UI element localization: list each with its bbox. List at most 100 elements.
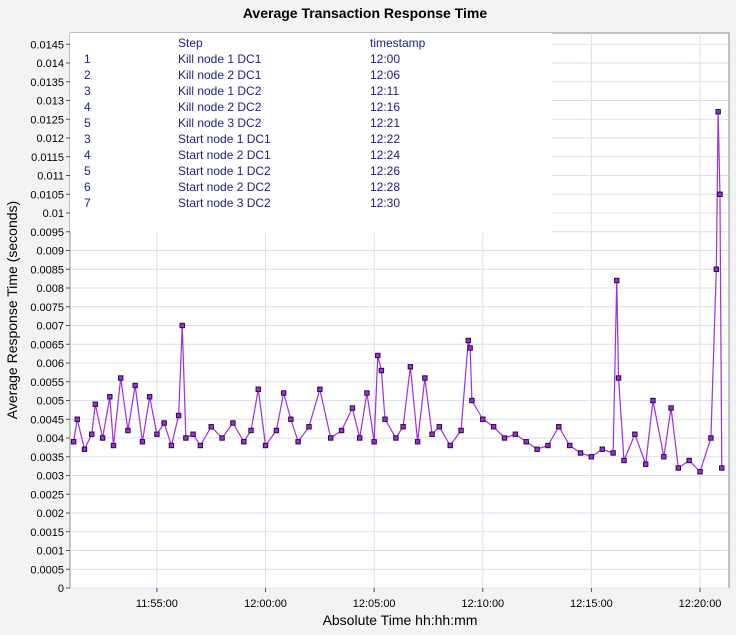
data-point [467, 345, 473, 351]
x-tick-label: 12:10:00 [461, 598, 504, 610]
data-point [490, 424, 497, 430]
data-point [132, 382, 138, 389]
data-point [429, 431, 435, 437]
x-axis-label: Absolute Time hh:hh:mm [323, 612, 478, 628]
y-tick-label: 0.0035 [30, 452, 64, 464]
data-point [295, 439, 301, 445]
data-point [107, 394, 113, 400]
legend-timestamp: 12:26 [370, 164, 400, 178]
data-point [715, 109, 721, 115]
data-point [708, 435, 714, 441]
data-point [632, 431, 638, 437]
data-point [407, 364, 414, 370]
y-tick-label: 0 [58, 583, 64, 595]
data-point [81, 446, 88, 452]
legend-timestamp: 12:22 [370, 132, 400, 146]
data-point [146, 394, 153, 400]
data-point [154, 431, 160, 437]
data-point [273, 427, 280, 434]
y-tick-label: 0.0045 [30, 414, 64, 426]
data-point [328, 435, 334, 441]
y-axis-label: Average Response Time (seconds) [4, 201, 20, 419]
legend-step-number: 5 [84, 164, 91, 178]
data-point [719, 465, 725, 471]
data-point [197, 442, 204, 449]
data-point [70, 439, 77, 445]
data-point [349, 405, 356, 411]
legend-timestamp: 12:11 [370, 84, 399, 98]
x-tick-label: 12:15:00 [570, 598, 613, 610]
y-tick-label: 0.0085 [30, 264, 64, 276]
data-point [99, 435, 106, 441]
y-tick-label: 0.006 [36, 358, 64, 370]
data-point [686, 457, 692, 464]
y-tick-label: 0.001 [36, 546, 64, 558]
data-point [615, 375, 622, 381]
data-point [219, 435, 225, 441]
data-point [458, 427, 464, 434]
data-point [110, 442, 117, 449]
legend-step-number: 2 [84, 68, 91, 82]
data-point [280, 390, 287, 396]
data-point [183, 435, 189, 441]
y-tick-label: 0.01 [43, 208, 64, 220]
data-point [92, 401, 99, 407]
data-point [241, 439, 247, 445]
y-tick-label: 0.0055 [30, 377, 64, 389]
data-point [469, 397, 475, 404]
data-point [713, 266, 720, 272]
x-tick-label: 12:00:00 [244, 598, 287, 610]
x-tick-label: 11:55:00 [136, 598, 178, 610]
legend-header-step: Step [178, 36, 203, 50]
data-point [545, 442, 551, 449]
data-point [262, 442, 269, 449]
chart-title: Average Transaction Response Time [243, 5, 488, 21]
data-point [378, 367, 385, 374]
data-point [364, 390, 370, 396]
data-point [400, 424, 406, 430]
data-point [447, 442, 453, 449]
data-point [650, 397, 656, 404]
y-tick-label: 0.009 [36, 246, 64, 258]
data-point [382, 416, 388, 422]
data-point [371, 439, 377, 445]
data-point [393, 435, 399, 441]
data-point [577, 450, 584, 456]
legend-step-name: Start node 2 DC1 [178, 148, 271, 162]
data-point [288, 416, 294, 422]
data-point [179, 322, 185, 329]
legend-step-number: 4 [84, 148, 91, 162]
legend-timestamp: 12:28 [370, 180, 400, 194]
data-point [512, 431, 519, 437]
data-point [89, 431, 95, 437]
y-tick-label: 0.0105 [30, 189, 64, 201]
data-point [161, 420, 167, 426]
legend-step-name: Kill node 1 DC1 [178, 52, 262, 66]
data-point [248, 427, 254, 434]
legend-step-number: 5 [84, 116, 91, 130]
legend-timestamp: 12:06 [370, 68, 400, 82]
y-tick-label: 0.0095 [30, 227, 64, 239]
legend-step-number: 3 [84, 84, 91, 98]
data-point [306, 424, 312, 430]
legend-step-name: Start node 1 DC1 [178, 132, 271, 146]
legend-step-name: Start node 3 DC2 [178, 196, 271, 210]
data-point [175, 412, 182, 419]
legend-step-name: Start node 2 DC2 [178, 180, 271, 194]
y-tick-label: 0.0005 [30, 564, 64, 576]
y-tick-label: 0.0115 [31, 152, 64, 164]
data-point [168, 442, 175, 449]
data-point [414, 439, 421, 445]
legend-step-number: 6 [84, 180, 91, 194]
y-tick-label: 0.005 [36, 396, 64, 408]
y-tick-label: 0.014 [36, 58, 64, 70]
data-point [255, 386, 261, 392]
x-tick-label: 12:05:00 [353, 598, 396, 610]
legend-step-name: Kill node 3 DC2 [178, 116, 262, 130]
data-series [70, 109, 725, 475]
data-point [190, 431, 196, 437]
data-point [208, 424, 214, 430]
y-tick-label: 0.007 [36, 321, 64, 333]
data-point [566, 442, 573, 449]
data-point [436, 424, 443, 430]
